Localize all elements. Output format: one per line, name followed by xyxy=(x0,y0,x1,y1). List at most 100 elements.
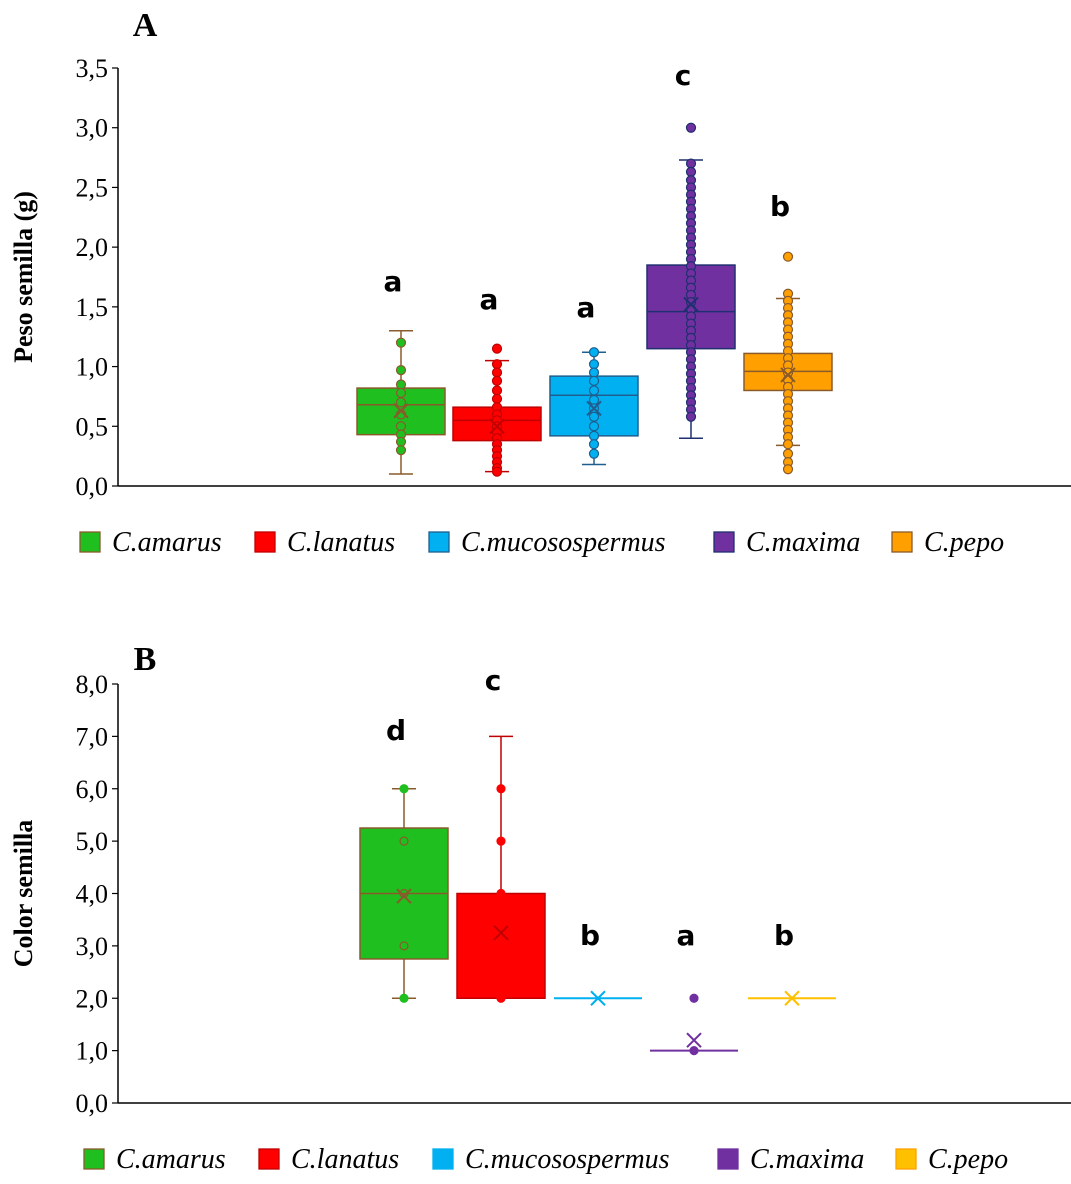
legend-swatch xyxy=(428,531,450,553)
y-tick-label: 3,0 xyxy=(76,932,109,961)
data-point xyxy=(395,421,407,432)
y-tick-label: 7,0 xyxy=(76,722,109,751)
data-point xyxy=(588,448,600,459)
significance-letter: b xyxy=(774,919,794,952)
data-point xyxy=(588,347,600,358)
mean-marker xyxy=(393,403,409,419)
y-tick-label: 0,0 xyxy=(76,472,109,501)
y-tick-label: 4,0 xyxy=(76,880,109,909)
mean-marker xyxy=(489,418,505,434)
legend-swatch xyxy=(79,531,101,553)
data-point xyxy=(496,836,506,846)
legend: C.amarus C.lanatus C.mucosospermus C.maxima… xyxy=(83,1144,1008,1175)
series-c-lanatus: c xyxy=(456,664,546,1003)
data-point xyxy=(782,251,794,262)
legend-swatch xyxy=(717,1148,739,1170)
data-point xyxy=(491,359,503,370)
data-point xyxy=(395,387,407,398)
data-point xyxy=(496,888,506,899)
data-point xyxy=(588,375,600,387)
data-point xyxy=(782,448,794,459)
mean-marker xyxy=(780,367,796,383)
y-tick-label: 1,0 xyxy=(76,353,109,382)
significance-letter: b xyxy=(580,919,600,952)
legend-label: C.pepo xyxy=(924,527,1004,558)
legend-swatch xyxy=(891,531,913,553)
data-point xyxy=(588,394,600,406)
data-point xyxy=(399,941,409,951)
significance-letter: c xyxy=(485,664,502,697)
data-point xyxy=(399,836,409,846)
data-point xyxy=(395,397,407,408)
legend-label: C.maxima xyxy=(750,1144,864,1175)
data-point xyxy=(685,411,697,422)
y-tick-label: 0,5 xyxy=(76,412,109,441)
legend-swatch xyxy=(254,531,276,553)
series-c-pepo: b xyxy=(748,919,836,1006)
legend-label: C.amarus xyxy=(116,1144,226,1175)
data-point xyxy=(689,1046,699,1056)
data-point xyxy=(588,359,600,370)
panel-a: A 0,0 0,5 1,0 1,5 2,0 2,5 3,0 3,5 Peso semilla (g… xyxy=(9,7,1071,558)
data-point xyxy=(685,166,697,178)
legend-label: C.maxima xyxy=(746,527,860,558)
data-point xyxy=(395,365,407,376)
series-c-amarus: a xyxy=(356,265,446,475)
y-tick-label: 1,5 xyxy=(76,293,109,322)
legend-swatch xyxy=(895,1148,917,1170)
y-tick-label: 2,5 xyxy=(76,173,109,202)
data-point xyxy=(588,385,600,396)
data-point xyxy=(491,385,503,396)
y-tick-label: 6,0 xyxy=(76,775,109,804)
y-tick-label: 8,0 xyxy=(76,670,109,699)
data-point xyxy=(588,411,600,422)
panel-label: B xyxy=(134,641,157,678)
legend-label: C.amarus xyxy=(112,527,222,558)
series-c-mucosospermus: a xyxy=(549,291,639,466)
significance-letter: c xyxy=(675,59,692,92)
data-point xyxy=(689,993,699,1003)
data-point xyxy=(496,941,506,951)
data-point xyxy=(588,430,600,441)
data-point xyxy=(395,337,407,348)
data-point xyxy=(491,466,503,477)
series-c-pepo: b xyxy=(743,190,833,475)
data-point xyxy=(685,122,697,133)
y-axis-title: Color semilla xyxy=(9,820,38,968)
mean-marker xyxy=(396,888,412,904)
y-tick-label: 3,0 xyxy=(76,114,109,143)
series-c-mucosospermus: b xyxy=(554,919,642,1006)
data-point xyxy=(782,439,794,450)
legend-label: C.pepo xyxy=(928,1144,1008,1175)
data-point xyxy=(588,367,600,378)
panel-b: B 0,0 1,0 2,0 3,0 4,0 5,0 6,0 7,0 8,0 Color semill… xyxy=(9,641,1071,1175)
data-point xyxy=(491,393,503,404)
mean-marker xyxy=(586,400,602,417)
y-tick-label: 2,0 xyxy=(76,984,109,1013)
y-tick-label: 1,0 xyxy=(76,1037,109,1066)
significance-letter: a xyxy=(577,291,596,324)
legend-swatch xyxy=(713,531,735,553)
y-tick-label: 3,5 xyxy=(76,54,109,83)
series-c-lanatus: a xyxy=(452,283,542,477)
significance-letter: a xyxy=(480,283,499,316)
y-tick-label: 0,0 xyxy=(76,1089,109,1118)
data-point xyxy=(491,375,503,387)
legend-swatch xyxy=(258,1148,280,1170)
data-point xyxy=(399,993,409,1003)
mean-marker xyxy=(590,990,606,1006)
y-tick-label: 2,0 xyxy=(76,233,109,262)
data-point xyxy=(491,343,503,354)
data-point xyxy=(782,464,794,475)
data-point xyxy=(588,439,600,450)
data-point xyxy=(395,445,407,456)
y-axis-title: Peso semilla (g) xyxy=(9,191,38,363)
mean-marker xyxy=(784,990,800,1006)
legend-label: C.mucosospermus xyxy=(465,1144,670,1175)
legend-label: C.lanatus xyxy=(287,527,395,558)
legend-label: C.mucosospermus xyxy=(461,527,666,558)
legend: C.amarus C.lanatus C.mucosospermus C.maxima… xyxy=(79,527,1004,558)
panel-label: A xyxy=(133,7,158,44)
significance-letter: d xyxy=(386,714,406,747)
series-c-maxima: c xyxy=(646,59,736,439)
